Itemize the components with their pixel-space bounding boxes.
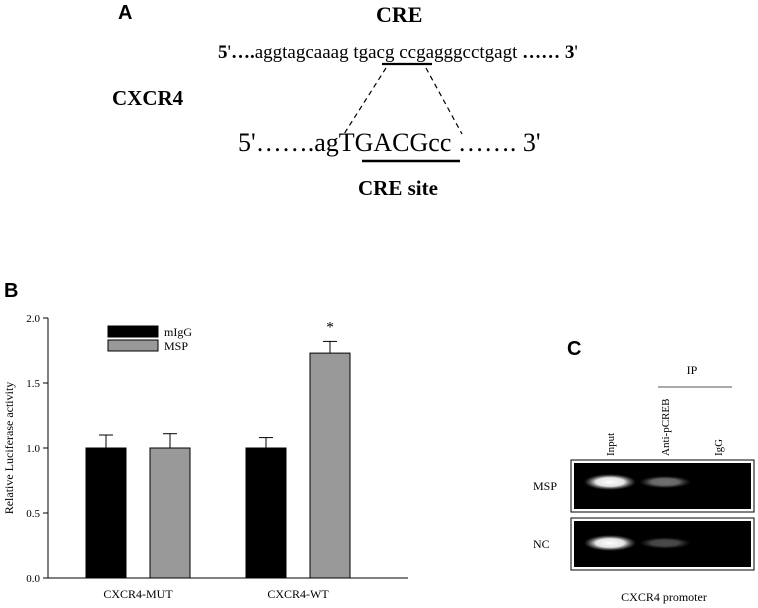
zoom-line-right xyxy=(425,67,463,135)
y-tick-label: 2.0 xyxy=(26,313,40,325)
sequence-left: aggtagcaaag xyxy=(254,42,354,63)
three-prime-label: 3 xyxy=(564,42,575,63)
legend-swatch-migg xyxy=(107,325,159,338)
lane-label-igg: IgG xyxy=(713,439,725,456)
ellipsis-right: ……. xyxy=(451,128,523,157)
prime-mark: ' xyxy=(251,128,256,157)
gel-band-msp-input xyxy=(584,474,636,490)
significance-star: * xyxy=(326,319,334,335)
row-label-nc: NC xyxy=(533,537,550,551)
zoom-line-left xyxy=(343,67,387,135)
ellipsis-left: …. xyxy=(230,42,255,63)
bar-migg-cxcr4-wt xyxy=(245,447,287,579)
five-prime-label: 5 xyxy=(238,128,251,157)
panel-b-label: B xyxy=(4,280,19,302)
panel-c-label: C xyxy=(567,338,582,360)
lane-label-anti-pcreb: Anti-pCREB xyxy=(660,399,672,456)
gel-band-nc-anti-pcreb xyxy=(639,537,691,549)
sequence-right: cc xyxy=(428,128,452,157)
promoter-sequence-short: 5'….aggtagcaaag tgacg ccgagggcctgagt …… … xyxy=(218,42,578,64)
legend-label-msp: MSP xyxy=(164,339,188,353)
prime-mark: ' xyxy=(535,128,541,157)
three-prime-label: 3 xyxy=(522,128,536,157)
prime-mark: ' xyxy=(574,42,578,63)
sequence-right: ccgagggcctgagt xyxy=(394,42,523,63)
ip-label: IP xyxy=(687,363,698,377)
cre-motif-lower: tgacg xyxy=(353,42,395,63)
lane-label-input: Input xyxy=(605,433,617,456)
bar-msp-cxcr4-mut xyxy=(149,447,191,579)
y-tick-label: 0.0 xyxy=(26,573,40,585)
y-tick-label: 0.5 xyxy=(26,508,40,520)
x-tick-label: CXCR4-MUT xyxy=(103,587,173,601)
ellipsis-left: ……. xyxy=(255,128,315,157)
y-tick-label: 1.5 xyxy=(26,378,40,390)
bar-msp-cxcr4-wt xyxy=(309,352,351,579)
five-prime-label: 5 xyxy=(218,42,228,63)
x-tick-label: CXCR4-WT xyxy=(267,587,329,601)
legend-swatch-msp xyxy=(107,339,159,352)
row-label-msp: MSP xyxy=(533,479,557,493)
gel-band-nc-input xyxy=(584,535,636,551)
prime-mark: ' xyxy=(227,42,231,63)
promoter-sequence-zoom: 5'…….agTGACGcc ……. 3' xyxy=(238,128,541,158)
cre-site-label: CRE site xyxy=(358,176,438,200)
y-axis-label: Relative Luciferase activity xyxy=(2,382,16,515)
gel-caption: CXCR4 promoter xyxy=(621,590,707,604)
cre-motif-upper: TGACG xyxy=(338,128,429,157)
gel-band-msp-anti-pcreb xyxy=(639,475,691,489)
ellipsis-right: …… xyxy=(522,42,565,63)
gene-label: CXCR4 xyxy=(112,86,184,110)
cre-title: CRE xyxy=(376,2,423,27)
y-tick-label: 1.0 xyxy=(26,443,40,455)
sequence-left: ag xyxy=(314,128,339,157)
legend-label-migg: mIgG xyxy=(164,325,192,339)
panel-a-label: A xyxy=(118,2,133,24)
